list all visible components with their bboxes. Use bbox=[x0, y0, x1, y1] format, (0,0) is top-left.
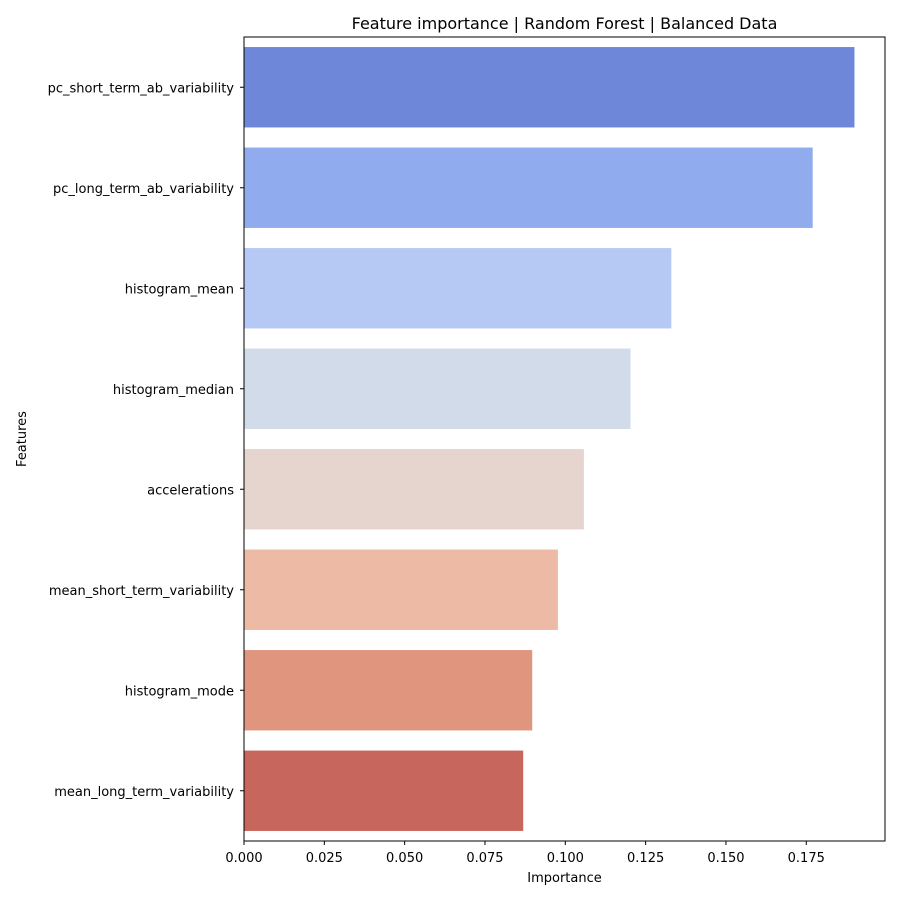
plot-frame bbox=[243, 36, 886, 842]
x-axis-label: Importance bbox=[527, 871, 602, 886]
y-tick-label: histogram_median bbox=[113, 383, 234, 398]
y-axis-label: Features bbox=[15, 411, 30, 467]
x-tick-label: 0.175 bbox=[788, 851, 825, 866]
x-tick-label: 0.125 bbox=[627, 851, 664, 866]
y-tick-label: histogram_mode bbox=[125, 684, 234, 699]
x-tick-label: 0.100 bbox=[547, 851, 584, 866]
y-axis-ticks: pc_short_term_ab_variability pc_long_term… bbox=[48, 81, 244, 800]
x-axis-ticks: 0.000 0.025 0.050 0.075 0.100 0.125 0.150 0.175 bbox=[225, 841, 825, 866]
y-tick-label: histogram_mean bbox=[125, 282, 234, 297]
y-tick-label: mean_short_term_variability bbox=[49, 584, 234, 599]
chart-title: Feature importance | Random Forest | Bal… bbox=[352, 14, 778, 33]
bars-group bbox=[244, 47, 855, 831]
bar-histogram-mode bbox=[244, 650, 533, 731]
bar-histogram-mean bbox=[244, 248, 672, 329]
bar-pc-short-term-ab-variability bbox=[244, 47, 855, 128]
y-tick-label: pc_short_term_ab_variability bbox=[48, 81, 235, 96]
x-tick-label: 0.025 bbox=[306, 851, 343, 866]
x-tick-label: 0.000 bbox=[225, 851, 262, 866]
bar-mean-long-term-variability bbox=[244, 750, 524, 831]
y-tick-label: accelerations bbox=[147, 483, 234, 498]
bar-accelerations bbox=[244, 449, 584, 530]
x-tick-label: 0.150 bbox=[707, 851, 744, 866]
x-tick-label: 0.050 bbox=[386, 851, 423, 866]
y-tick-label: pc_long_term_ab_variability bbox=[53, 182, 234, 197]
x-tick-label: 0.075 bbox=[466, 851, 503, 866]
bar-histogram-median bbox=[244, 348, 631, 429]
y-tick-label: mean_long_term_variability bbox=[54, 785, 234, 800]
bar-mean-short-term-variability bbox=[244, 549, 558, 630]
bar-pc-long-term-ab-variability bbox=[244, 147, 813, 228]
